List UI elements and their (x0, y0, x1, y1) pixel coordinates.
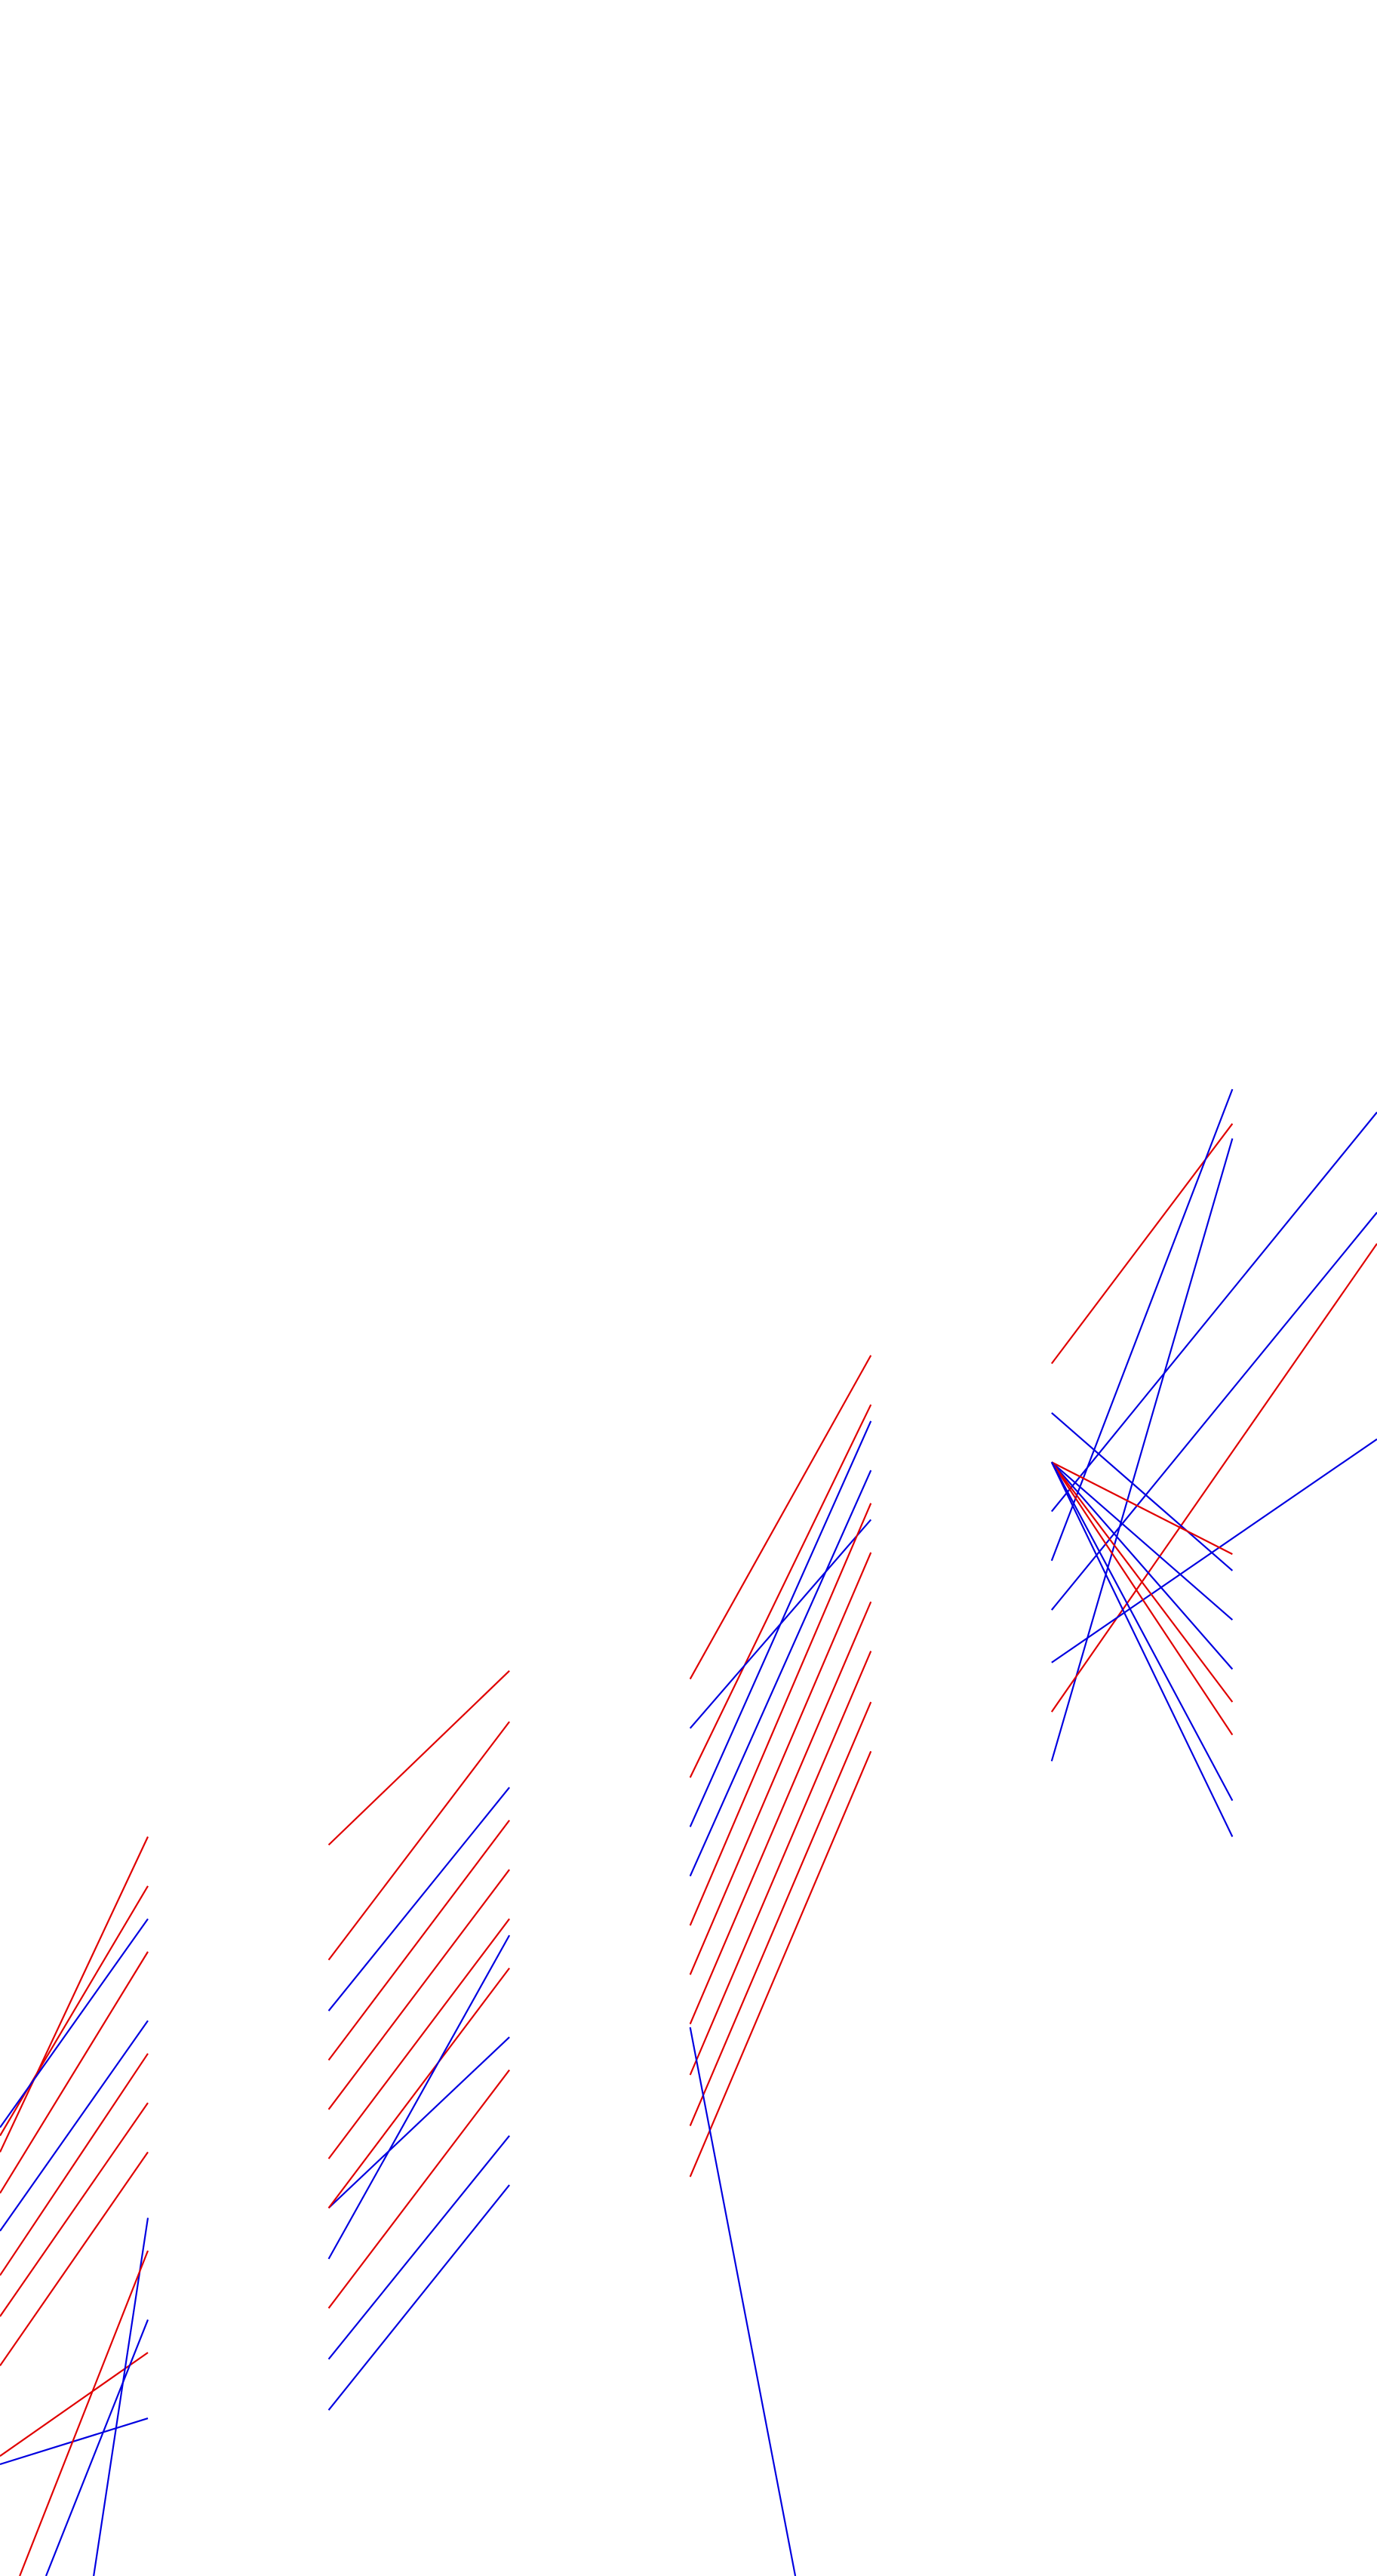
blue-line (0, 1918, 149, 2128)
blue-line (1051, 1412, 1234, 1571)
red-line (327, 2069, 510, 2309)
red-line (327, 1670, 510, 1846)
red-line (689, 1651, 872, 2076)
red-line (1050, 1461, 1234, 1736)
blue-line (1051, 1438, 1377, 1663)
group-b (327, 1670, 511, 2411)
red-line (327, 1820, 510, 2061)
red-line (1050, 1123, 1234, 1365)
red-line (0, 1951, 149, 2194)
blue-line (327, 2036, 510, 2209)
red-line (1050, 1461, 1234, 1703)
blue-line (689, 1420, 872, 1827)
blue-line (1050, 1461, 1234, 1670)
red-line (1051, 1461, 1233, 1556)
red-line (689, 1601, 872, 2025)
blue-line (1050, 1138, 1234, 1762)
blue-line (0, 2418, 149, 2466)
blue-line (93, 2217, 149, 2576)
blue-line (327, 1934, 511, 2260)
red-line (1050, 1243, 1377, 1713)
red-line (327, 1721, 510, 1961)
group-c (689, 1355, 872, 2576)
red-line (689, 1503, 872, 1926)
red-line (0, 2102, 149, 2317)
blue-line (327, 1787, 510, 2011)
red-line (689, 1552, 872, 1975)
red-line (0, 2151, 149, 2367)
group-d (1050, 1088, 1377, 1837)
blue-line (1050, 1461, 1234, 1837)
blue-line (689, 1470, 872, 1877)
blue-line (327, 2134, 510, 2360)
blue-line (45, 2319, 149, 2576)
red-line (0, 2352, 149, 2457)
blue-line (327, 2184, 510, 2411)
red-line (0, 1836, 149, 2153)
blue-line (689, 2027, 797, 2576)
blue-line (1050, 1111, 1377, 1513)
blue-line (1051, 1461, 1234, 1621)
blue-line (0, 2020, 149, 2232)
red-line (327, 1967, 510, 2209)
blue-line (1050, 1461, 1234, 1802)
red-line (689, 1404, 872, 1778)
red-line (0, 1885, 149, 2137)
red-line (689, 1355, 872, 1680)
group-a (0, 1836, 149, 2576)
red-line (689, 1701, 872, 2127)
red-line (689, 1750, 872, 2177)
red-line (19, 2250, 149, 2576)
red-line (327, 1869, 510, 2110)
red-line (0, 2053, 149, 2276)
red-line (327, 1918, 510, 2159)
blue-line (1050, 1088, 1234, 1562)
